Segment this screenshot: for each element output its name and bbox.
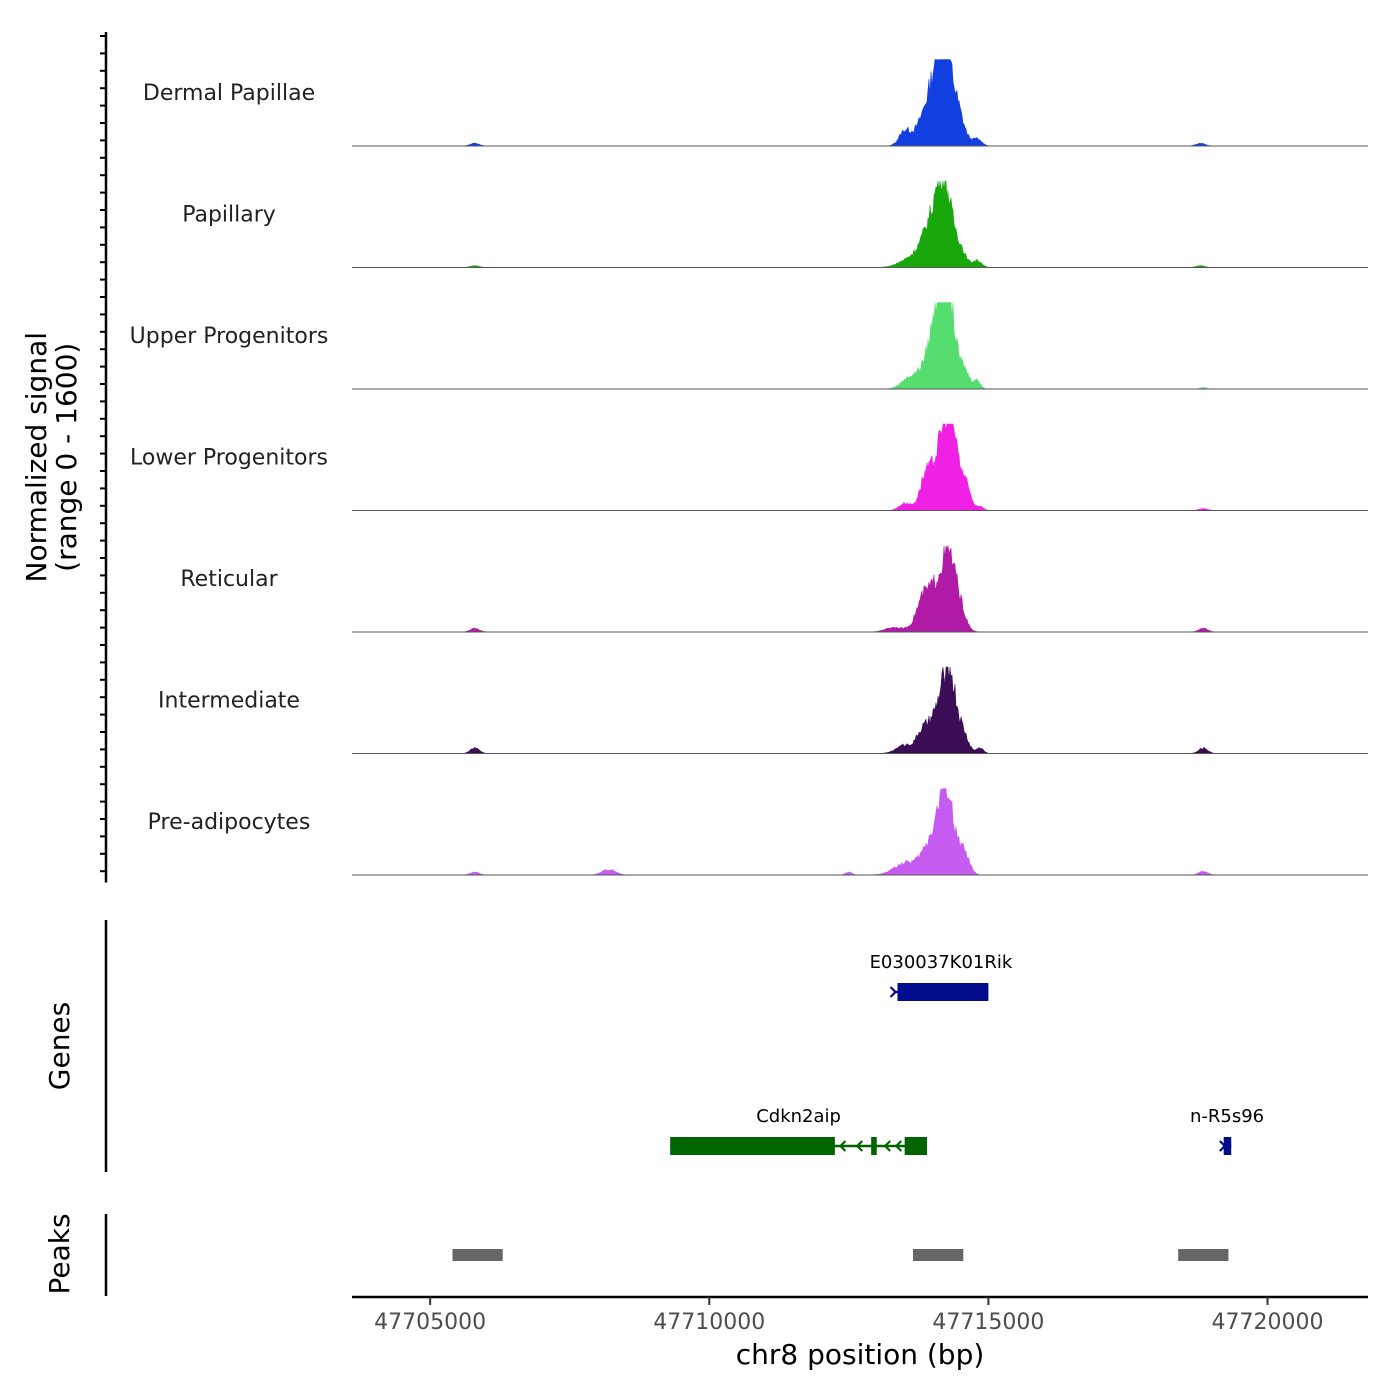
peak-region bbox=[1178, 1249, 1229, 1261]
signal-axis-title-line: (range 0 - 1600) bbox=[50, 343, 83, 572]
peak-region bbox=[452, 1249, 503, 1261]
strand-arrow bbox=[1219, 1140, 1227, 1152]
peaks-panel: Peaks bbox=[43, 1213, 1229, 1296]
track-label-lower-progenitors: Lower Progenitors bbox=[130, 446, 328, 471]
track-papillary: Papillary bbox=[182, 180, 1368, 268]
track-label-upper-progenitors: Upper Progenitors bbox=[130, 324, 329, 349]
track-label-intermediate: Intermediate bbox=[158, 689, 300, 714]
gene-label-n-r5s96: n-R5s96 bbox=[1190, 1106, 1264, 1127]
gene-label-e030037k01rik: E030037K01Rik bbox=[870, 952, 1013, 973]
gene-n-r5s96: n-R5s96 bbox=[1190, 1106, 1264, 1155]
x-tick-label: 47710000 bbox=[653, 1310, 765, 1335]
track-pre-adipocytes: Pre-adipocytes bbox=[148, 787, 1368, 876]
track-label-dermal-papillae: Dermal Papillae bbox=[143, 81, 315, 106]
genes-panel: Genes E030037K01Rik Cdkn2aip n-R5s96 bbox=[43, 920, 1264, 1172]
gene-exon bbox=[871, 1137, 877, 1155]
signal-axis-title-line: Normalized signal bbox=[20, 332, 53, 583]
strand-arrow bbox=[894, 1140, 903, 1152]
gene-exon bbox=[904, 1137, 927, 1155]
track-label-papillary: Papillary bbox=[182, 203, 276, 228]
strand-arrow bbox=[838, 1140, 847, 1152]
x-axis-title: chr8 position (bp) bbox=[736, 1338, 985, 1371]
peak-region bbox=[913, 1249, 964, 1261]
track-upper-progenitors: Upper Progenitors bbox=[130, 302, 1368, 390]
track-label-pre-adipocytes: Pre-adipocytes bbox=[148, 810, 311, 835]
gene-cdkn2aip: Cdkn2aip bbox=[670, 1106, 927, 1155]
gene-exon bbox=[670, 1137, 835, 1155]
strand-arrow bbox=[855, 1140, 863, 1152]
gene-exon bbox=[1223, 1137, 1232, 1155]
x-axis: 47705000 47710000 47715000 47720000 chr8 pos… bbox=[352, 1295, 1368, 1371]
track-label-reticular: Reticular bbox=[180, 567, 278, 592]
track-reticular: Reticular bbox=[180, 545, 1368, 633]
gene-exon bbox=[897, 983, 989, 1001]
peaks-axis-title: Peaks bbox=[43, 1213, 76, 1294]
gene-e030037k01rik: E030037K01Rik bbox=[870, 952, 1013, 1001]
strand-arrow bbox=[883, 1140, 891, 1152]
gene-label-cdkn2aip: Cdkn2aip bbox=[756, 1106, 841, 1127]
signal-axis-title: Normalized signal(range 0 - 1600) bbox=[20, 332, 83, 583]
coverage-panel: Normalized signal(range 0 - 1600) Dermal … bbox=[20, 32, 1368, 883]
x-tick-label: 47715000 bbox=[932, 1310, 1044, 1335]
x-tick-label: 47720000 bbox=[1212, 1310, 1324, 1335]
track-lower-progenitors: Lower Progenitors bbox=[130, 423, 1368, 511]
track-intermediate: Intermediate bbox=[158, 666, 1368, 754]
track-dermal-papillae: Dermal Papillae bbox=[143, 59, 1368, 147]
genes-axis-title: Genes bbox=[43, 1002, 76, 1090]
x-tick-label: 47705000 bbox=[374, 1310, 486, 1335]
strand-arrow bbox=[889, 986, 898, 998]
